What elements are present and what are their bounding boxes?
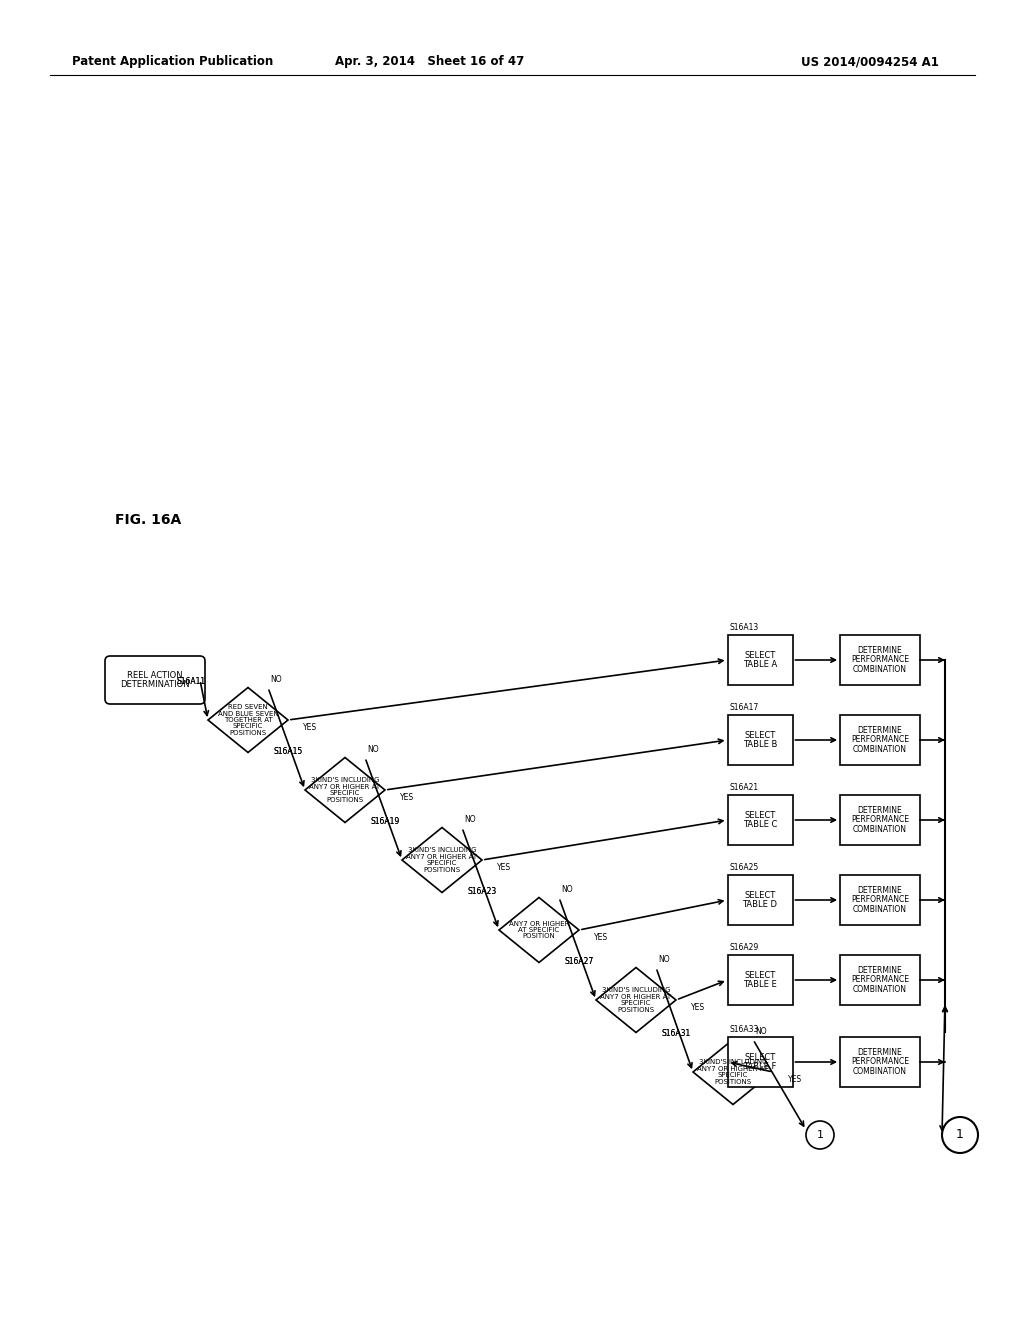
Text: S16A31: S16A31 [662, 1028, 691, 1038]
Bar [840, 954, 920, 1005]
Text: YES: YES [400, 793, 414, 803]
Text: FIG. 16A: FIG. 16A [115, 513, 181, 527]
Text: S16A19: S16A19 [371, 817, 400, 826]
Polygon shape [208, 688, 288, 752]
Text: ANY7 OR HIGHER
AT SPECIFIC
POSITION: ANY7 OR HIGHER AT SPECIFIC POSITION [509, 920, 569, 940]
Text: DETERMINE
PERFORMANCE
COMBINATION: DETERMINE PERFORMANCE COMBINATION [851, 726, 909, 754]
Polygon shape [499, 898, 579, 962]
Text: 3KIND'S INCLUDING
ANY7 OR HIGHER AT
SPECIFIC
POSITIONS: 3KIND'S INCLUDING ANY7 OR HIGHER AT SPEC… [697, 1059, 769, 1085]
Bar [840, 635, 920, 685]
Text: NO: NO [755, 1027, 767, 1036]
Text: YES: YES [497, 863, 511, 873]
Text: YES: YES [691, 1003, 706, 1012]
Text: S16A13: S16A13 [729, 623, 759, 632]
Text: NO: NO [464, 816, 475, 825]
Text: SELECT
TABLE A: SELECT TABLE A [742, 651, 777, 669]
Text: S16A15: S16A15 [273, 747, 303, 756]
Bar [840, 1038, 920, 1086]
Text: DETERMINE
PERFORMANCE
COMBINATION: DETERMINE PERFORMANCE COMBINATION [851, 1048, 909, 1076]
Polygon shape [305, 758, 385, 822]
Text: Patent Application Publication: Patent Application Publication [72, 55, 273, 69]
Bar [840, 795, 920, 845]
Text: S16A27: S16A27 [565, 957, 594, 966]
Text: S16A23: S16A23 [468, 887, 497, 896]
Text: NO: NO [561, 886, 572, 895]
Text: REEL ACTION
DETERMINATION: REEL ACTION DETERMINATION [120, 671, 189, 689]
Text: S16A15: S16A15 [273, 747, 303, 755]
Text: S16A23: S16A23 [468, 887, 497, 895]
Text: DETERMINE
PERFORMANCE
COMBINATION: DETERMINE PERFORMANCE COMBINATION [851, 966, 909, 994]
Text: NO: NO [270, 676, 282, 685]
Text: SELECT
TABLE C: SELECT TABLE C [742, 810, 777, 829]
Text: S16A11: S16A11 [177, 677, 206, 686]
Polygon shape [402, 828, 482, 892]
Bar [727, 1038, 793, 1086]
Text: SELECT
TABLE F: SELECT TABLE F [743, 1052, 776, 1072]
Text: S16A25: S16A25 [729, 863, 759, 873]
Text: S16A27: S16A27 [565, 957, 594, 965]
Circle shape [806, 1121, 834, 1148]
FancyBboxPatch shape [105, 656, 205, 704]
Text: Apr. 3, 2014   Sheet 16 of 47: Apr. 3, 2014 Sheet 16 of 47 [336, 55, 524, 69]
Text: 1: 1 [816, 1130, 823, 1140]
Text: DETERMINE
PERFORMANCE
COMBINATION: DETERMINE PERFORMANCE COMBINATION [851, 805, 909, 834]
Bar [727, 635, 793, 685]
Circle shape [942, 1117, 978, 1152]
Bar [727, 795, 793, 845]
Text: 1: 1 [956, 1129, 964, 1142]
Text: S16A33: S16A33 [729, 1026, 759, 1034]
Text: DETERMINE
PERFORMANCE
COMBINATION: DETERMINE PERFORMANCE COMBINATION [851, 645, 909, 675]
Text: S16A19: S16A19 [371, 817, 400, 825]
Text: YES: YES [594, 933, 608, 942]
Text: RED SEVEN
AND BLUE SEVEN
TOGETHER AT
SPECIFIC
POSITIONS: RED SEVEN AND BLUE SEVEN TOGETHER AT SPE… [218, 704, 279, 737]
Polygon shape [596, 968, 676, 1032]
Text: S16A11: S16A11 [177, 676, 206, 685]
Text: 3KIND'S INCLUDING
ANY7 OR HIGHER AT
SPECIFIC
POSITIONS: 3KIND'S INCLUDING ANY7 OR HIGHER AT SPEC… [407, 847, 477, 873]
Text: SELECT
TABLE D: SELECT TABLE D [742, 891, 777, 909]
Polygon shape [693, 1040, 773, 1105]
Text: 3KIND'S INCLUDING
ANY7 OR HIGHER AT
SPECIFIC
POSITIONS: 3KIND'S INCLUDING ANY7 OR HIGHER AT SPEC… [600, 987, 672, 1012]
Text: S16A31: S16A31 [662, 1030, 691, 1039]
Text: S16A21: S16A21 [729, 783, 759, 792]
Bar [727, 954, 793, 1005]
Text: US 2014/0094254 A1: US 2014/0094254 A1 [801, 55, 939, 69]
Text: S16A29: S16A29 [729, 942, 759, 952]
Text: YES: YES [788, 1076, 802, 1085]
Text: SELECT
TABLE E: SELECT TABLE E [743, 970, 777, 990]
Text: 3KIND'S INCLUDING
ANY7 OR HIGHER AT
SPECIFIC
POSITIONS: 3KIND'S INCLUDING ANY7 OR HIGHER AT SPEC… [309, 777, 381, 803]
Text: SELECT
TABLE B: SELECT TABLE B [742, 731, 777, 750]
Text: YES: YES [303, 723, 317, 733]
Bar [840, 875, 920, 925]
Bar [727, 875, 793, 925]
Text: NO: NO [658, 956, 670, 965]
Text: S16A17: S16A17 [729, 704, 759, 711]
Bar [727, 715, 793, 766]
Text: NO: NO [367, 746, 379, 755]
Text: DETERMINE
PERFORMANCE
COMBINATION: DETERMINE PERFORMANCE COMBINATION [851, 886, 909, 915]
Bar [840, 715, 920, 766]
